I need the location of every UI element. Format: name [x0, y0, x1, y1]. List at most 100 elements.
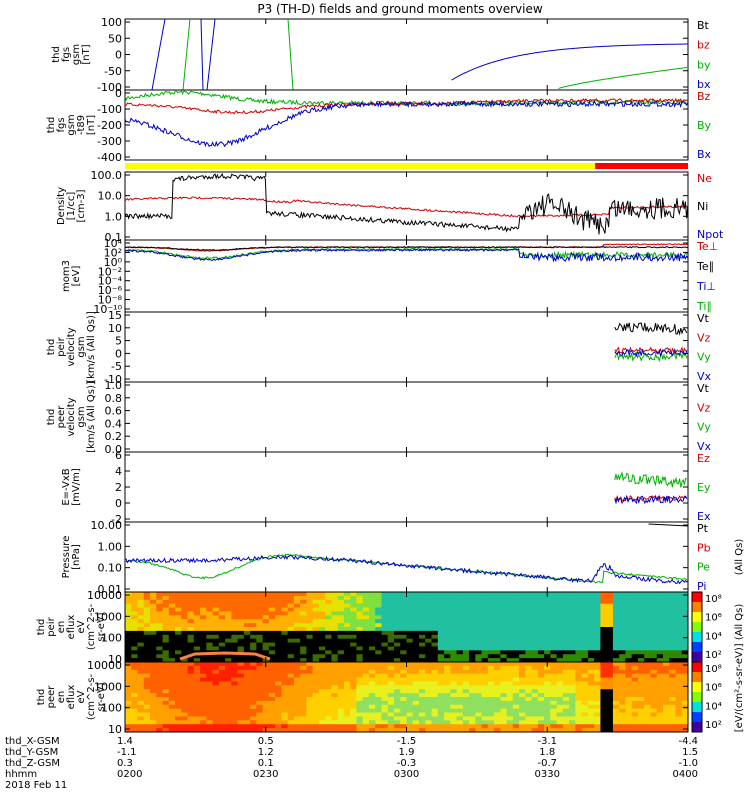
- heatmap-cell: [662, 615, 670, 620]
- heatmap-cell: [575, 716, 583, 721]
- heatmap-cell: [243, 728, 251, 732]
- heatmap-cell: [256, 685, 264, 690]
- heatmap-cell: [519, 658, 526, 662]
- heatmap-cell: [494, 708, 501, 714]
- heatmap-cell: [475, 689, 483, 694]
- heatmap-cell: [162, 654, 170, 659]
- heatmap-cell: [343, 677, 351, 682]
- heatmap-cell: [606, 603, 614, 609]
- heatmap-cell: [293, 724, 301, 729]
- heatmap-cell: [150, 615, 157, 620]
- heatmap-cell: [350, 665, 357, 671]
- heatmap-cell: [287, 700, 295, 706]
- heatmap-cell: [594, 611, 601, 616]
- heatmap-cell: [637, 700, 645, 706]
- heatmap-cell: [387, 603, 395, 609]
- heatmap-cell: [512, 650, 520, 655]
- heatmap-cell: [306, 708, 314, 714]
- heatmap-cell: [250, 603, 257, 609]
- heatmap-cell: [600, 689, 608, 694]
- heatmap-cell: [456, 615, 464, 620]
- heatmap-cell: [437, 669, 445, 675]
- heatmap-cell: [625, 677, 633, 682]
- heatmap-cell: [387, 599, 395, 605]
- heatmap-cell: [368, 646, 376, 651]
- heatmap-cell: [475, 697, 483, 702]
- heatmap-cell: [625, 642, 633, 647]
- heatmap-cell: [306, 728, 314, 732]
- heatmap-cell: [569, 623, 576, 628]
- heatmap-cell: [281, 642, 289, 647]
- heatmap-cell: [625, 592, 633, 597]
- heatmap-cell: [612, 619, 620, 624]
- heatmap-cell: [150, 704, 157, 710]
- heatmap-cell: [256, 650, 264, 655]
- heatmap-cell: [500, 681, 508, 686]
- heatmap-cell: [331, 716, 339, 721]
- heatmap-cell: [168, 712, 176, 717]
- heatmap-cell: [362, 708, 370, 714]
- heatmap-cell: [368, 658, 376, 662]
- heatmap-cell: [150, 662, 157, 667]
- heatmap-cell: [594, 665, 601, 671]
- heatmap-cell: [356, 708, 364, 714]
- heatmap-cell: [412, 650, 420, 655]
- heatmap-cell: [337, 681, 345, 686]
- heatmap-cell: [481, 638, 489, 644]
- heatmap-cell: [500, 677, 508, 682]
- heatmap-cell: [531, 630, 539, 636]
- heatmap-cell: [368, 677, 376, 682]
- heatmap-cell: [393, 642, 401, 647]
- heatmap-cell: [200, 599, 207, 605]
- heatmap-cell: [525, 592, 533, 597]
- heatmap-cell: [662, 724, 670, 729]
- heatmap-cell: [606, 689, 614, 694]
- heatmap-cell: [193, 623, 201, 628]
- heatmap-cell: [525, 728, 533, 732]
- heatmap-cell: [175, 693, 182, 698]
- heatmap-cell: [381, 603, 389, 609]
- heatmap-cell: [137, 619, 145, 624]
- heatmap-cell: [506, 630, 514, 636]
- heatmap-cell: [456, 599, 464, 605]
- heatmap-cell: [487, 627, 495, 632]
- heatmap-cell: [375, 630, 382, 636]
- heatmap-cell: [193, 708, 201, 714]
- heatmap-cell: [531, 611, 539, 616]
- heatmap-cell: [218, 662, 226, 667]
- heatmap-cell: [487, 708, 495, 714]
- y-axis-label-line: eflux: [66, 615, 77, 640]
- heatmap-cell: [325, 595, 332, 601]
- heatmap-cell: [287, 615, 295, 620]
- heatmap-cell: [656, 689, 664, 694]
- heatmap-cell: [175, 665, 182, 671]
- heatmap-cell: [337, 658, 345, 662]
- heatmap-cell: [350, 599, 357, 605]
- series-bx: [206, 19, 216, 90]
- heatmap-cell: [506, 646, 514, 651]
- heatmap-cell: [287, 607, 295, 612]
- heatmap-cell: [200, 592, 207, 597]
- heatmap-cell: [375, 712, 382, 717]
- heatmap-cell: [425, 665, 433, 671]
- heatmap-cell: [200, 716, 207, 721]
- heatmap-cell: [131, 615, 139, 620]
- heatmap-cell: [625, 662, 633, 667]
- heatmap-cell: [237, 700, 245, 706]
- heatmap-cell: [581, 595, 589, 601]
- heatmap-cell: [569, 603, 576, 609]
- heatmap-cell: [681, 712, 688, 717]
- heatmap-cell: [250, 642, 257, 647]
- heatmap-cell: [494, 724, 501, 729]
- heatmap-cell: [481, 700, 489, 706]
- heatmap-cell: [406, 642, 414, 647]
- heatmap-cell: [256, 599, 264, 605]
- heatmap-cell: [143, 658, 151, 662]
- heatmap-cell: [531, 646, 539, 651]
- heatmap-cell: [206, 693, 214, 698]
- heatmap-cell: [218, 592, 226, 597]
- heatmap-cell: [406, 700, 414, 706]
- heatmap-cell: [475, 623, 483, 628]
- colorbar-tick-label: 10⁸: [705, 664, 722, 675]
- heatmap-cell: [531, 650, 539, 655]
